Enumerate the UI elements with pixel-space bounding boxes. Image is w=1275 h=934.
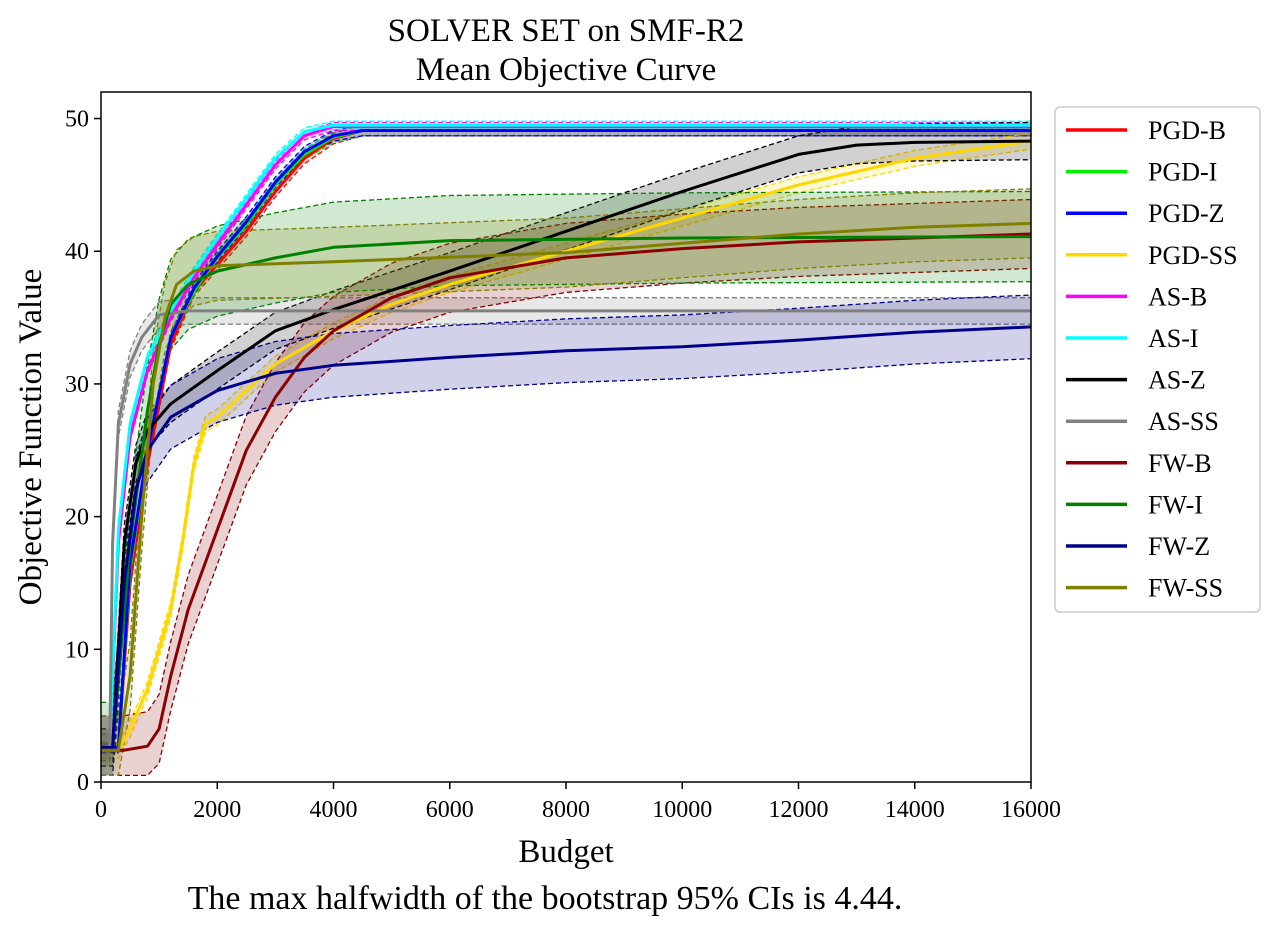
ci-lower-as-z — [101, 159, 1032, 767]
legend-label-pgd-i: PGD-I — [1148, 158, 1217, 187]
legend-label-fw-z: FW-Z — [1148, 532, 1210, 561]
y-axis-label: Objective Function Value — [13, 269, 49, 606]
legend-frame — [1054, 106, 1261, 613]
legend-label-fw-i: FW-I — [1148, 490, 1203, 519]
x-axis-ticks: 0 2000 4000 6000 8000 10000 12000 14000 16000 — [95, 782, 1061, 823]
ci-lower-fw-i — [101, 281, 1032, 777]
ci-band-fw-ss — [101, 188, 1031, 776]
legend-label-pgd-ss: PGD-SS — [1148, 241, 1238, 270]
ci-lower-fw-b — [101, 267, 1032, 777]
series-line-pgd-ss — [101, 139, 1032, 752]
ci-lower-pgd-b — [101, 135, 1031, 754]
series-line-fw-z — [101, 325, 1032, 749]
y-tick-label: 30 — [65, 372, 89, 398]
ci-upper-pgd-ss — [101, 132, 1032, 743]
y-tick-label: 10 — [65, 637, 89, 663]
legend-label-pgd-z: PGD-Z — [1148, 199, 1225, 228]
legend-label-pgd-b: PGD-B — [1148, 116, 1226, 145]
legend: PGD-B PGD-I PGD-Z PGD-SS AS-B AS-I AS-Z AS-SS FW… — [1054, 106, 1261, 613]
x-tick-label: 6000 — [426, 797, 474, 823]
ci-lower-pgd-ss — [101, 148, 1032, 759]
legend-entries: PGD-B PGD-I PGD-Z PGD-SS AS-B AS-I AS-Z AS-SS FW… — [1066, 116, 1238, 603]
x-tick-label: 8000 — [542, 797, 590, 823]
confidence-bands — [101, 120, 1032, 777]
legend-label-as-i: AS-I — [1148, 324, 1199, 353]
y-tick-label: 50 — [65, 107, 89, 133]
legend-label-as-b: AS-B — [1148, 282, 1207, 311]
series-line-fw-b — [101, 232, 1032, 752]
x-tick-label: 12000 — [769, 797, 829, 823]
ci-band-fw-b — [101, 199, 1031, 776]
x-axis-label: Budget — [518, 834, 613, 870]
x-tick-label: 14000 — [885, 797, 945, 823]
ci-band-fw-i — [101, 191, 1031, 776]
y-axis-ticks: 0 10 20 30 40 50 — [65, 107, 101, 796]
x-tick-label: 4000 — [310, 797, 358, 823]
ci-band-fw-z — [101, 295, 1031, 776]
x-tick-label: 2000 — [193, 797, 241, 823]
legend-label-as-ss: AS-SS — [1148, 407, 1219, 436]
y-tick-label: 0 — [77, 770, 89, 796]
legend-label-fw-b: FW-B — [1148, 449, 1212, 478]
ci-upper-pgd-b — [101, 124, 1031, 743]
y-tick-label: 40 — [65, 239, 89, 265]
chart-title-line-2: Mean Objective Curve — [416, 52, 717, 88]
x-tick-label: 16000 — [1001, 797, 1061, 823]
legend-label-as-z: AS-Z — [1148, 366, 1206, 395]
chart-title-line-1: SOLVER SET on SMF-R2 — [388, 13, 745, 49]
series-line-fw-ss — [101, 221, 1032, 752]
ci-lower-fw-ss — [101, 257, 1032, 777]
series-line-as-ss — [101, 309, 1031, 749]
ci-lower-fw-z — [101, 358, 1032, 777]
ci-halfwidth-note: The max halfwidth of the bootstrap 95% C… — [187, 880, 903, 917]
x-tick-label: 10000 — [652, 797, 712, 823]
series-line-pgd-z — [101, 129, 1031, 749]
series-line-as-z — [101, 139, 1032, 749]
ci-upper-fw-ss — [101, 188, 1032, 717]
y-tick-label: 20 — [65, 505, 89, 531]
x-tick-label: 0 — [95, 797, 107, 823]
series-lines — [101, 123, 1032, 752]
legend-label-fw-ss: FW-SS — [1148, 574, 1223, 603]
ci-upper-fw-z — [101, 294, 1032, 717]
